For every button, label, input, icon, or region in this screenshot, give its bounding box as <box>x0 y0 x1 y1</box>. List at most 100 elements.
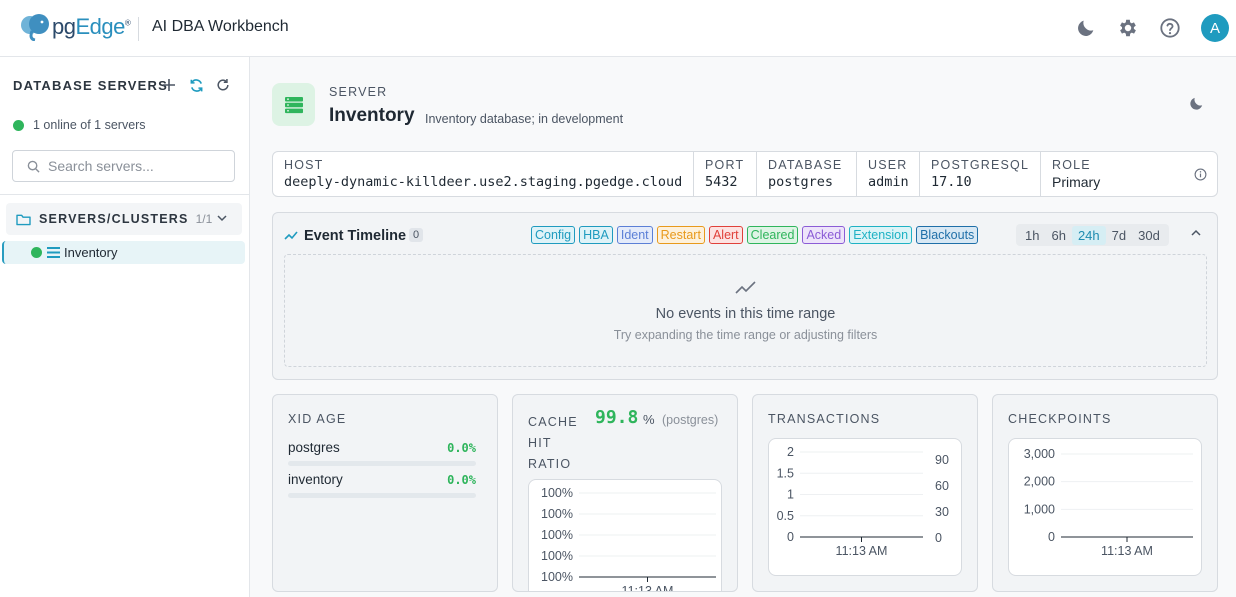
card-title: XID AGE <box>288 412 347 426</box>
info-value: postgres <box>768 174 834 190</box>
empty-subtitle: Try expanding the time range or adjustin… <box>613 328 878 342</box>
online-status: 1 online of 1 servers <box>13 118 146 132</box>
y-tick-label: 0 <box>787 530 794 544</box>
app-title: AI DBA Workbench <box>152 18 289 35</box>
sidebar-item-label: Inventory <box>64 245 118 260</box>
filter-tag-alert[interactable]: Alert <box>708 226 743 244</box>
servers-clusters-group[interactable]: SERVERS/CLUSTERS 1/1 <box>6 203 242 235</box>
time-range-7d[interactable]: 7d <box>1111 227 1127 243</box>
trend-line-icon <box>284 231 298 240</box>
card-title-line: HIT <box>528 436 552 450</box>
chevron-up-icon[interactable] <box>1191 229 1201 237</box>
card-title-line: CACHE <box>528 415 578 429</box>
filter-tag-extension[interactable]: Extension <box>849 226 913 244</box>
refresh-button[interactable] <box>214 76 232 94</box>
time-range-6h[interactable]: 6h <box>1051 227 1066 243</box>
sidebar-item-inventory[interactable]: Inventory <box>2 241 245 264</box>
group-count: 1/1 <box>195 212 213 226</box>
filter-tag-cleared[interactable]: Cleared <box>746 226 799 244</box>
add-server-button[interactable] <box>160 76 178 94</box>
transactions-chart-svg: 2 1.5 1 0.5 0 90 60 30 0 11:13 AM <box>777 445 949 558</box>
y-tick-label: 100% <box>541 507 573 521</box>
time-range-30d[interactable]: 30d <box>1138 227 1160 243</box>
x-tick-label: 11:13 AM <box>836 544 888 558</box>
settings-button[interactable] <box>1116 16 1140 40</box>
dark-mode-toggle[interactable] <box>1074 16 1098 40</box>
xid-db-value: 0.0% <box>447 441 476 455</box>
y-tick-label-right: 60 <box>935 479 949 493</box>
y-tick-label: 2,000 <box>1024 475 1055 489</box>
transactions-card: TRANSACTIONS 2 1.5 1 0.5 0 90 60 30 0 11:13 AM <box>752 394 978 592</box>
info-label: ROLE <box>1052 158 1091 172</box>
server-kicker: SERVER <box>329 85 388 99</box>
checkpoints-chart: 3,000 2,000 1,000 0 11:13 AM <box>1008 438 1202 576</box>
auto-refresh-toggle[interactable] <box>187 76 205 94</box>
info-value: 17.10 <box>931 174 972 190</box>
info-label: DATABASE <box>768 158 843 172</box>
timeline-title: Event Timeline <box>304 228 407 244</box>
time-range-24h[interactable]: 24h <box>1071 225 1106 245</box>
moon-icon <box>1190 97 1203 110</box>
user-avatar[interactable]: A <box>1201 14 1229 42</box>
info-value: Primary <box>1052 174 1101 190</box>
event-filter-tags: Config HBA Ident Restart Alert Cleared Acked Ex… <box>531 226 979 244</box>
filter-tag-acked[interactable]: Acked <box>802 226 846 244</box>
search-icon <box>27 160 40 173</box>
xid-row: inventory 0.0% <box>288 472 476 498</box>
server-info-bar: HOST deeply-dynamic-killdeer.use2.stagin… <box>272 151 1218 197</box>
info-value: admin <box>868 174 909 190</box>
group-label: SERVERS/CLUSTERS <box>39 212 189 226</box>
info-user: USER admin <box>857 152 920 196</box>
y-tick-label-right: 30 <box>935 505 949 519</box>
card-title: CACHE HIT RATIO <box>528 412 578 475</box>
refresh-icon <box>217 79 229 91</box>
info-label: HOST <box>284 158 324 172</box>
panel-theme-toggle[interactable] <box>1188 95 1205 117</box>
y-tick-label-right: 90 <box>935 453 949 467</box>
y-tick-label: 3,000 <box>1024 447 1055 461</box>
xid-row: postgres 0.0% <box>288 440 476 466</box>
search-input[interactable] <box>48 158 228 174</box>
folder-icon <box>16 214 31 225</box>
sidebar: DATABASE SERVERS 1 online of 1 servers S… <box>0 57 250 597</box>
cache-hit-unit: % <box>643 412 655 427</box>
card-title: CHECKPOINTS <box>1008 412 1112 426</box>
header-divider <box>138 17 139 41</box>
chevron-down-icon[interactable] <box>217 214 227 222</box>
pgedge-logo[interactable]: pgEdge® <box>20 13 131 42</box>
sync-icon <box>190 78 202 92</box>
search-box[interactable] <box>12 150 235 182</box>
info-label: PORT <box>705 158 745 172</box>
info-port: PORT 5432 <box>694 152 757 196</box>
main-content: SERVER Inventory Inventory database; in … <box>250 57 1236 597</box>
y-tick-label: 100% <box>541 570 573 584</box>
plus-icon <box>163 79 175 91</box>
x-tick-label: 11:13 AM <box>622 584 674 592</box>
time-range-selector: 1h 6h 24h 7d 30d <box>1016 224 1169 246</box>
xid-progress-bar <box>288 493 476 498</box>
card-title: TRANSACTIONS <box>768 412 881 426</box>
timeline-count-badge: 0 <box>409 228 424 242</box>
filter-tag-blackouts[interactable]: Blackouts <box>916 226 979 244</box>
xid-db-name: inventory <box>288 472 343 487</box>
info-icon[interactable] <box>1194 168 1207 181</box>
server-stack-icon <box>284 96 303 113</box>
help-button[interactable] <box>1158 16 1182 40</box>
filter-tag-hba[interactable]: HBA <box>579 226 613 244</box>
elephant-logo-icon <box>20 13 54 42</box>
cache-hit-ratio-card: CACHE HIT RATIO 99.8 % (postgres) 100% 10… <box>512 394 738 592</box>
cache-chart: 100% 100% 100% 100% 100% 11:13 AM <box>528 479 722 592</box>
moon-icon <box>1078 20 1094 36</box>
server-name: Inventory <box>329 105 415 126</box>
filter-tag-ident[interactable]: Ident <box>616 226 653 244</box>
time-range-1h[interactable]: 1h <box>1025 227 1040 243</box>
gear-icon <box>1120 19 1136 37</box>
filter-tag-config[interactable]: Config <box>531 226 576 244</box>
x-tick-label: 11:13 AM <box>1101 544 1153 558</box>
info-label: POSTGRESQL <box>931 158 1030 172</box>
transactions-chart: 2 1.5 1 0.5 0 90 60 30 0 11:13 AM <box>768 438 962 576</box>
logo-text-edge: Edge <box>75 14 125 39</box>
server-badge <box>272 83 315 126</box>
info-host: HOST deeply-dynamic-killdeer.use2.stagin… <box>273 152 694 196</box>
filter-tag-restart[interactable]: Restart <box>656 226 705 244</box>
